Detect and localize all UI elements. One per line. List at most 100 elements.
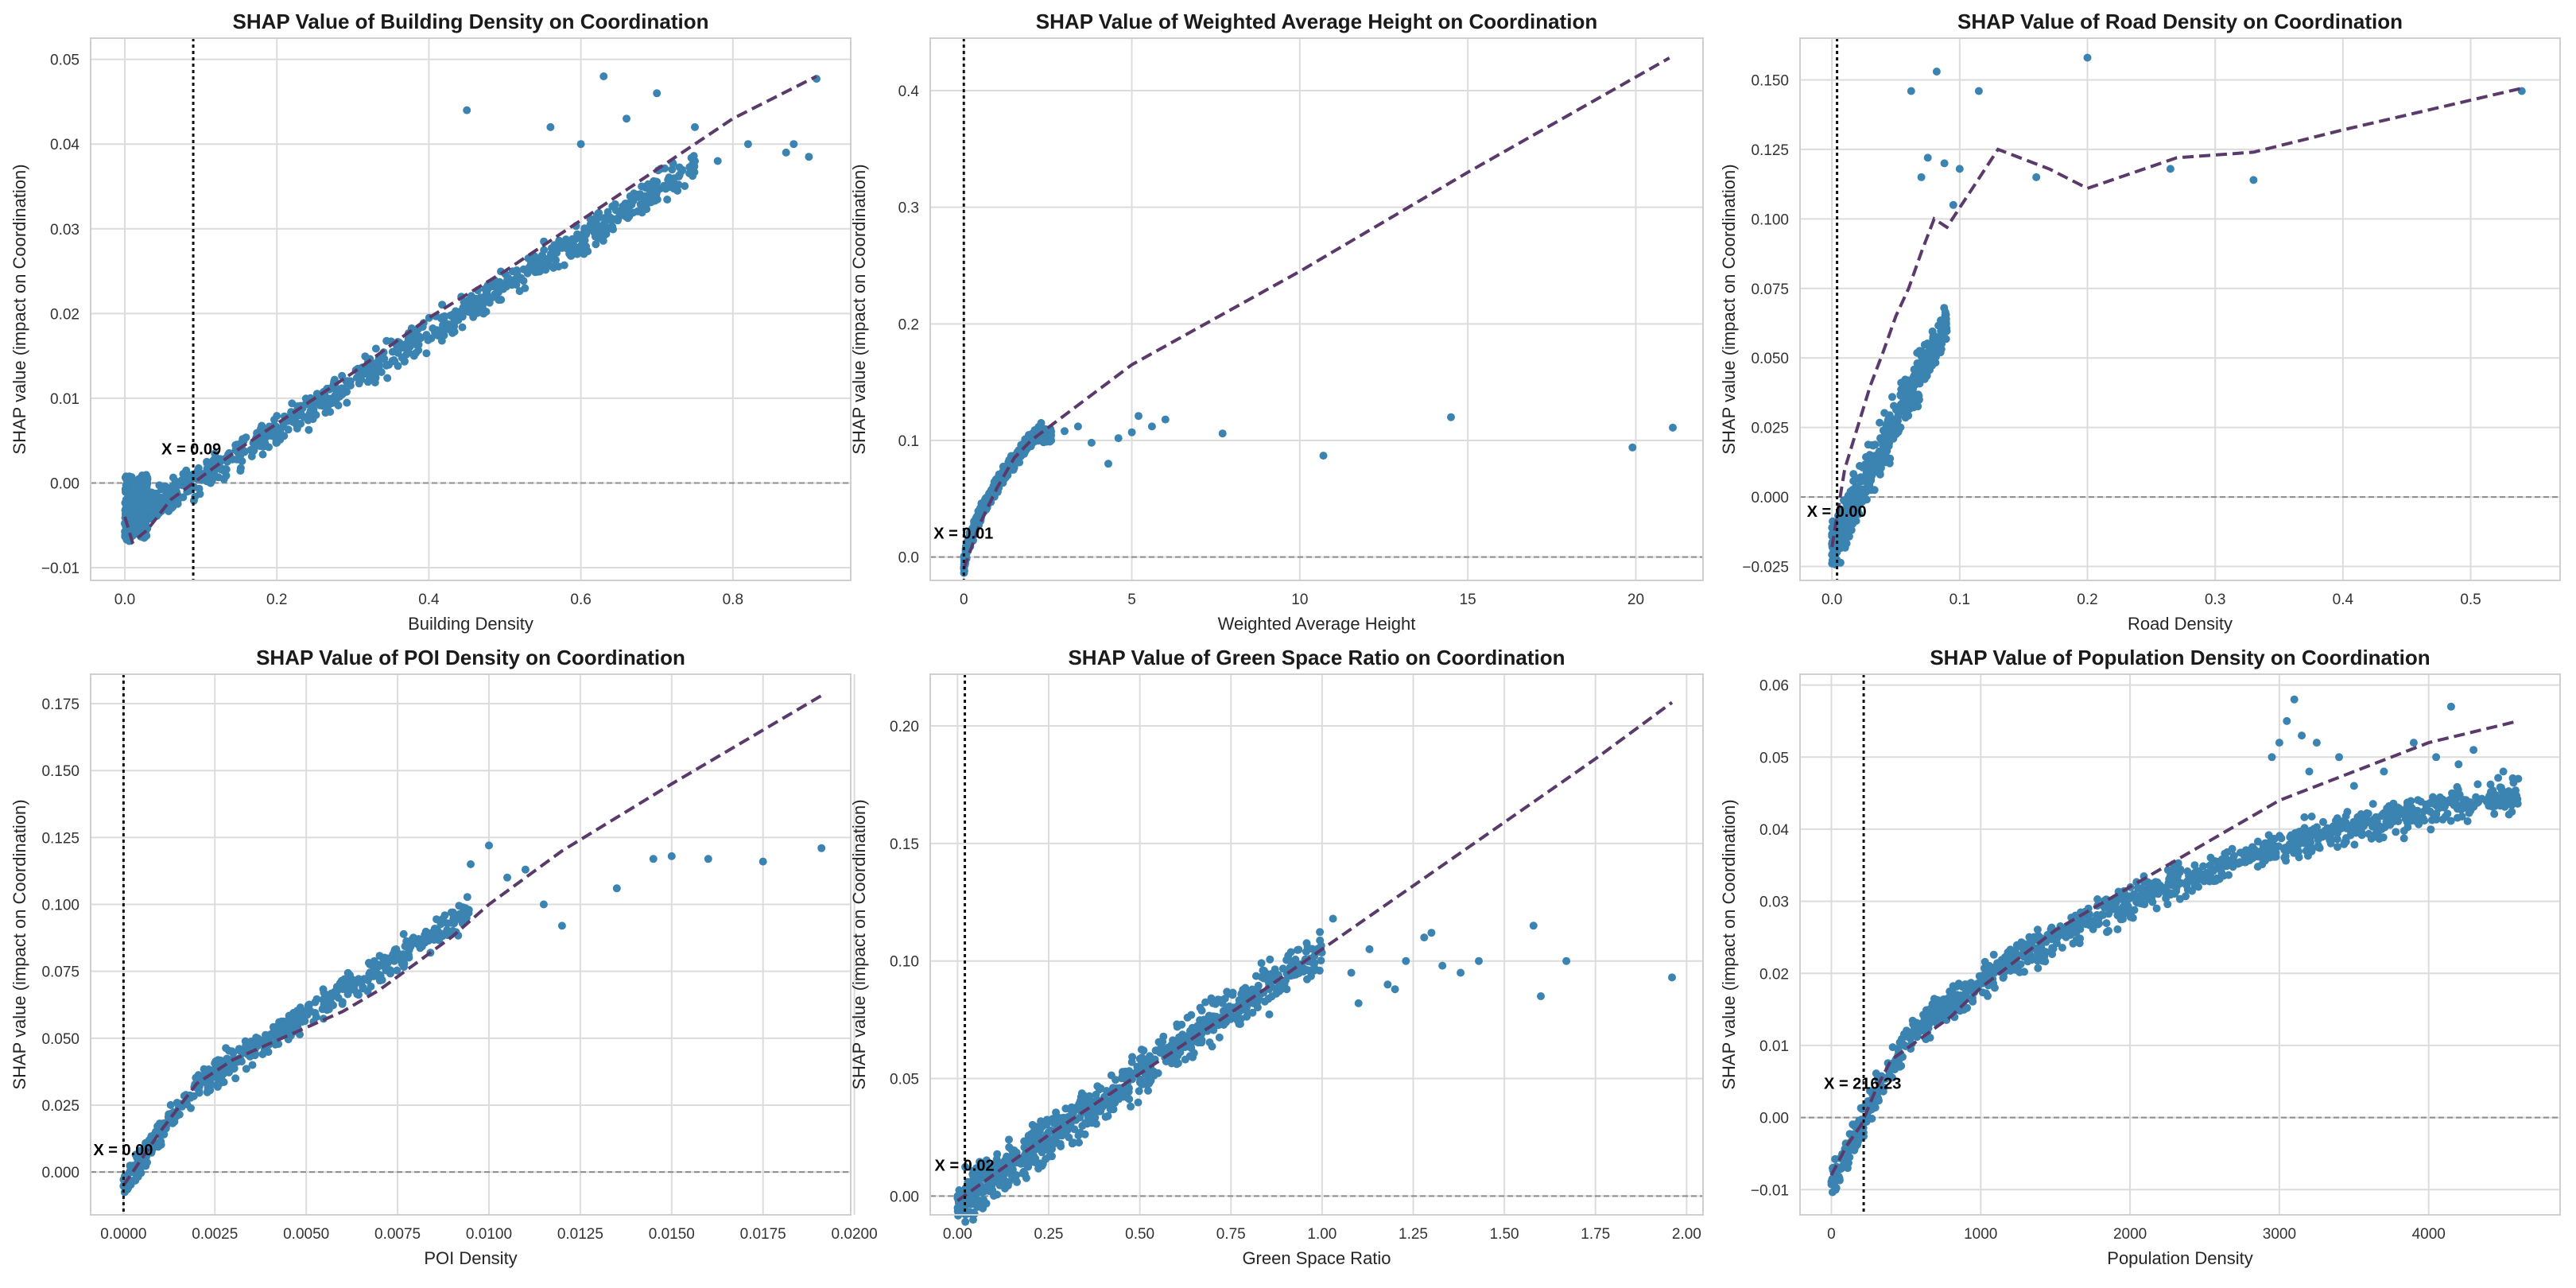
data-point (1628, 443, 1637, 452)
data-point (1868, 1115, 1876, 1123)
data-point (1236, 1014, 1245, 1023)
y-tick-label: 0.00 (1759, 1111, 1789, 1127)
data-point (2372, 813, 2380, 821)
data-point (713, 157, 722, 165)
data-point (2450, 801, 2458, 809)
data-point (1868, 1104, 1876, 1113)
x-tick-label: 0.5 (2460, 592, 2481, 608)
data-point (219, 465, 227, 473)
data-point (1076, 1113, 1084, 1122)
data-point (2490, 809, 2499, 818)
data-point (1845, 1158, 1852, 1167)
data-point (401, 942, 409, 951)
data-point (1061, 1104, 1070, 1113)
data-point (1286, 948, 1295, 956)
data-point (412, 348, 421, 357)
x-tick-label: 1.00 (1307, 1226, 1336, 1243)
y-tick-label: −0.025 (1742, 560, 1789, 576)
data-point (2330, 824, 2338, 832)
data-point (164, 486, 173, 495)
data-point (211, 449, 219, 458)
data-point (2214, 859, 2223, 867)
data-point (262, 1030, 270, 1039)
threshold-annotation: X = 0.00 (1807, 503, 1867, 521)
data-point (503, 873, 511, 882)
data-point (993, 1150, 1002, 1158)
data-point (242, 433, 250, 442)
data-point (645, 198, 654, 207)
data-point (2069, 939, 2077, 948)
data-point (1828, 1188, 1837, 1197)
data-point (2089, 925, 2097, 933)
y-tick-label: 0.000 (1751, 490, 1789, 506)
data-point (1457, 968, 1465, 977)
data-point (2403, 799, 2411, 808)
data-point (1004, 1177, 1013, 1186)
data-point (1969, 997, 1977, 1006)
data-point (271, 1040, 280, 1049)
data-point (552, 256, 560, 264)
x-tick-label: 0.0000 (100, 1226, 146, 1243)
data-point (535, 267, 544, 276)
data-point (343, 378, 352, 386)
data-point (1265, 1010, 1274, 1018)
data-point (334, 985, 343, 994)
data-point (1894, 428, 1903, 436)
data-point (1111, 1076, 1120, 1084)
data-point (2182, 892, 2190, 901)
data-point (126, 1166, 134, 1174)
data-point (440, 312, 449, 320)
data-point (987, 1181, 996, 1189)
data-point (173, 1099, 181, 1107)
data-point (2489, 802, 2497, 811)
x-tick-label: 0.4 (2333, 592, 2354, 608)
data-point (667, 852, 676, 860)
y-tick-label: 0.050 (41, 1031, 80, 1048)
data-point (1316, 936, 1325, 945)
data-point (1402, 956, 1410, 965)
data-point (2219, 871, 2228, 880)
data-point (1282, 976, 1290, 984)
data-point (2396, 810, 2405, 818)
data-point (348, 976, 357, 983)
x-tick-label: 0.0075 (374, 1226, 421, 1243)
data-point (805, 153, 813, 161)
data-point (1856, 477, 1865, 486)
data-point (998, 1177, 1007, 1185)
data-point (2383, 804, 2392, 813)
data-point (2032, 173, 2041, 181)
data-point (2458, 813, 2466, 821)
data-point (2051, 933, 2060, 942)
data-point (623, 114, 630, 123)
data-point (1215, 1033, 1224, 1042)
x-tick-label: 0.6 (570, 592, 591, 608)
data-point (1955, 165, 1964, 173)
data-point (674, 180, 683, 189)
data-point (649, 855, 658, 863)
data-point (2290, 833, 2299, 842)
data-point (969, 1172, 977, 1180)
data-point (125, 526, 134, 535)
data-point (570, 242, 579, 250)
data-point (1303, 966, 1312, 975)
data-point (964, 537, 972, 546)
data-point (433, 915, 440, 924)
data-point (130, 522, 139, 530)
data-point (2466, 806, 2475, 815)
data-point (1849, 1120, 1857, 1129)
data-point (1111, 1099, 1119, 1108)
data-point (127, 473, 136, 482)
data-point (1887, 419, 1896, 428)
data-point (134, 497, 142, 506)
data-point (1208, 999, 1217, 1007)
data-point (499, 285, 507, 293)
data-point (140, 486, 149, 495)
y-tick-label: 0.02 (1759, 966, 1789, 983)
data-point (380, 355, 389, 363)
data-point (2083, 53, 2092, 62)
x-tick-label: 0.4 (418, 592, 440, 608)
data-point (2199, 862, 2208, 871)
data-point (1161, 415, 1170, 424)
data-point (2307, 845, 2315, 854)
data-point (611, 200, 619, 208)
